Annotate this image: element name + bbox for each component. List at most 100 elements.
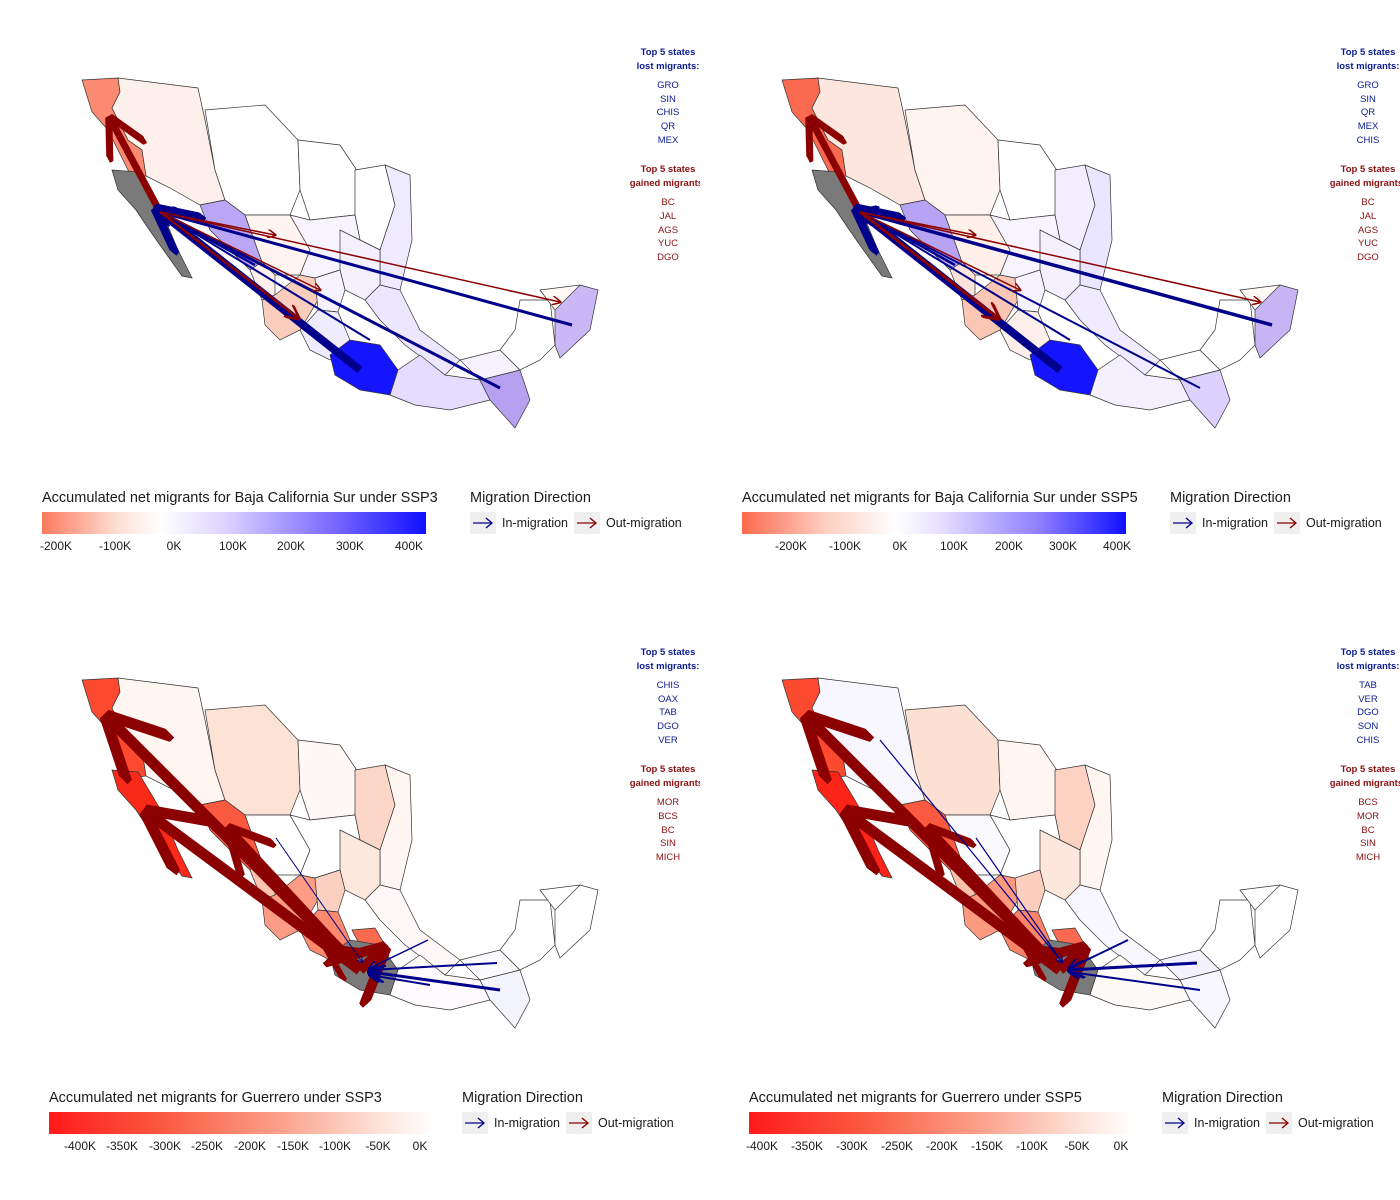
coahuila-state [997,739,1061,821]
colorbar-title: Accumulated net migrants for Baja Califo… [742,490,1138,506]
tick-label: -400K [745,1139,779,1153]
lost-state: OAX [657,693,679,705]
colorbar [742,512,1126,534]
gained-state: BCS [1358,797,1378,809]
gained-header-line1: Top 5 states [1340,764,1396,776]
out-arrow-mich [1030,950,1060,970]
lost-state: GRO [657,80,679,92]
tick-label: 100K [939,539,969,553]
coahuila-state [297,139,361,221]
tick-label: -200K [233,1139,267,1153]
tick-label: -250K [190,1139,224,1153]
colorbar-title: Accumulated net migrants for Baja Califo… [42,490,438,506]
map-panel-bcs-ssp3: Top 5 states lost migrants: GRO SIN CHIS… [0,0,700,600]
tick-label: -50K [1064,1139,1090,1153]
state-shapes [81,677,599,1029]
gained-header-line1: Top 5 states [1340,164,1396,176]
in-arrow-chis [370,972,501,992]
map-panel-gro-ssp5: Top 5 states lost migrants: TAB VER DGO … [700,600,1400,1200]
in-migration-label: In-migration [502,516,568,530]
out-arrow-ags [859,211,1020,290]
tick-label: 400K [1102,539,1132,553]
lost-header-line1: Top 5 states [1340,647,1396,658]
in-migration-key: In-migration [470,512,568,534]
gained-state: JAL [1359,210,1377,222]
gained-state: BCS [658,810,678,822]
quintana-roo-state [1254,284,1299,359]
in-migration-label: In-migration [1194,1116,1260,1130]
lost-state: TAB [1359,680,1377,692]
guanajuato-state [1014,869,1046,913]
in-arrow-dgo [975,837,1062,962]
map-panel-bcs-ssp5: Top 5 states lost migrants: GRO SIN QR M… [700,0,1400,600]
in-arrow-tab [370,962,498,970]
gained-state: MICH [655,851,681,863]
lost-state: MEX [657,134,679,146]
lost-state: QR [1360,107,1376,119]
out-arrow-mich [330,950,360,970]
migration-arrows [112,122,573,390]
quintana-roo-state [554,284,599,359]
gained-state: BC [661,197,675,209]
tick-label: 400K [394,539,424,553]
in-arrow-ver [370,939,429,968]
lost-header-line2: lost migrants: [1336,60,1400,72]
out-migration-key: Out-migration [1274,512,1382,534]
out-arrow-bc [112,122,164,214]
lost-state: DGO [657,720,679,732]
out-arrow-yuc [159,211,560,302]
tick-label: -350K [105,1139,139,1153]
blue-arrow-icon [465,1117,486,1129]
tick-label: -350K [790,1139,824,1153]
colorbar-title: Accumulated net migrants for Guerrero un… [749,1090,1082,1106]
in-arrow-tab [1070,963,1198,970]
out-migration-key: Out-migration [566,1112,674,1134]
tick-label: 300K [1048,539,1078,553]
tick-label: 0K [166,539,182,553]
out-arrow-yuc [859,211,1260,302]
lost-state: CHIS [1356,134,1380,146]
tick-label: -150K [276,1139,310,1153]
direction-legend-title: Migration Direction [1162,1090,1283,1106]
campeche-state [1199,899,1256,971]
tick-label: -200K [774,539,808,553]
guanajuato-state [314,869,346,913]
tick-label: 200K [276,539,306,553]
mexico-map [781,77,1299,429]
coahuila-state [297,739,361,821]
in-arrow-oax [370,975,431,986]
colorbar [42,512,426,534]
tick-label: 0K [412,1139,428,1153]
tick-label: 200K [994,539,1024,553]
out-arrow-jal [159,211,298,318]
gained-header-line1: Top 5 states [640,764,696,776]
gained-header-line1: Top 5 states [640,164,696,176]
out-arrow-jal [859,210,998,318]
out-migration-label: Out-migration [1298,1116,1374,1130]
out-arrow-bc [812,122,864,214]
gained-state: YUC [1357,238,1379,250]
gained-header-line2: gained migrants: [629,777,700,789]
lost-header-line1: Top 5 states [1340,47,1396,58]
in-arrow-sin [160,212,256,267]
gained-header-line2: gained migrants: [1329,177,1400,189]
in-migration-key: In-migration [1162,1112,1260,1134]
in-migration-key: In-migration [1170,512,1268,534]
top5-box: Top 5 states lost migrants: TAB VER DGO … [1308,646,1400,864]
tick-label: -50K [365,1139,391,1153]
gained-state: BC [1361,197,1375,209]
blue-arrow-icon [1165,1117,1186,1129]
lost-state: CHIS [1356,734,1380,746]
gained-state: SIN [1360,838,1376,850]
lost-header-line1: Top 5 states [640,647,696,658]
lost-state: VER [1358,693,1378,705]
lost-state: VER [658,734,678,746]
gained-state: YUC [657,238,679,250]
lost-state: SIN [660,93,676,105]
lost-state: SON [1357,720,1379,732]
guanajuato-state [314,269,346,313]
lost-header-line1: Top 5 states [640,47,696,58]
tick-label: -200K [925,1139,959,1153]
lost-state: CHIS [656,680,680,692]
coahuila-state [997,139,1061,221]
